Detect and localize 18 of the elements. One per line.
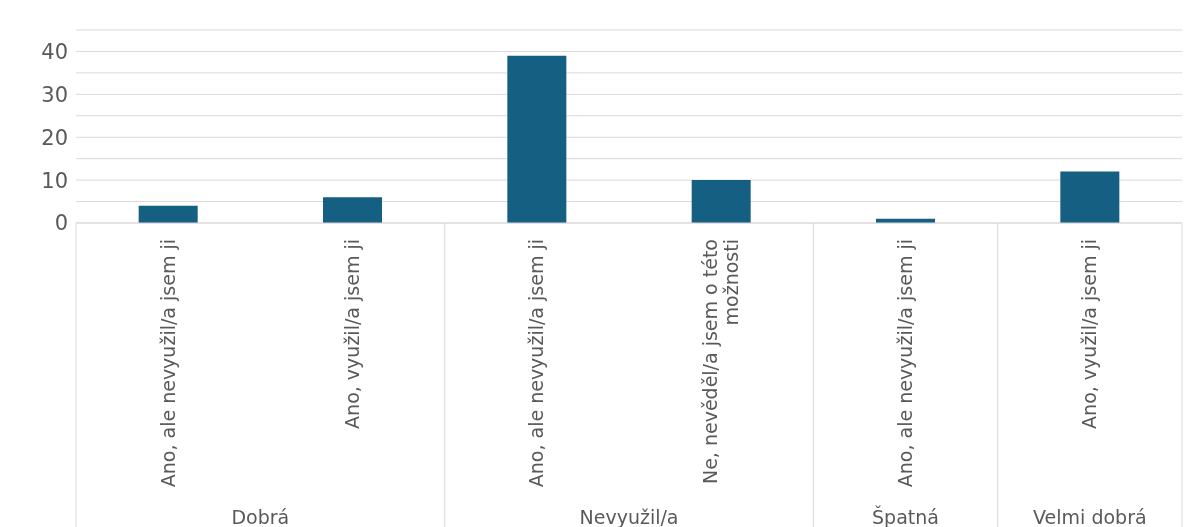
x-tick-label: Ano, ale nevyužil/a jsem ji <box>525 239 548 488</box>
y-tick-label: 30 <box>41 82 68 107</box>
x-tick-label: Ano, využil/a jsem ji <box>341 239 364 429</box>
x-tick-label: Ano, využil/a jsem ji <box>1078 239 1101 429</box>
bar <box>323 197 383 223</box>
bar <box>691 180 751 223</box>
bar <box>507 55 567 223</box>
x-tick-label: Ano, ale nevyužil/a jsem ji <box>156 239 179 488</box>
text: Dobrá <box>231 506 290 527</box>
bar <box>1060 171 1120 223</box>
text: Velmi dobrá <box>1033 506 1147 527</box>
y-tick-label: 40 <box>41 39 68 64</box>
x-tick-label: Ano, ale nevyužil/a jsem ji <box>894 239 917 488</box>
x-tick-label: Ne, nevěděl/a jsem o této možnosti <box>699 239 743 485</box>
y-tick-label: 20 <box>41 125 68 150</box>
y-tick-label: 10 <box>41 168 68 193</box>
y-tick-label: 0 <box>54 211 68 236</box>
bar <box>138 205 198 223</box>
